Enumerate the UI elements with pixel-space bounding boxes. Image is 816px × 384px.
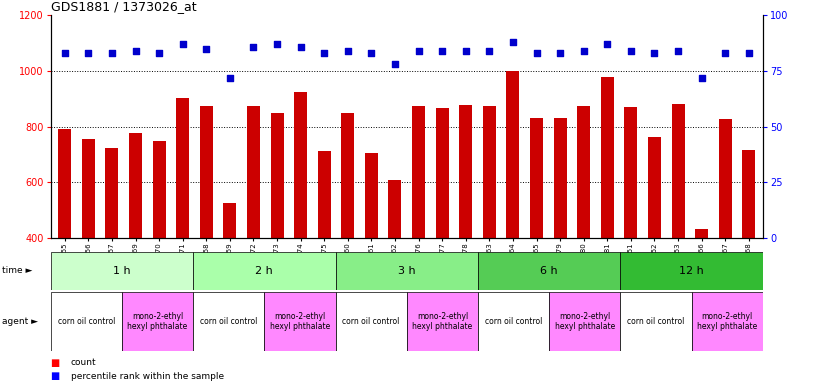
Bar — [51, 292, 122, 351]
Bar — [648, 137, 661, 349]
Text: corn oil control: corn oil control — [628, 317, 685, 326]
Point — [530, 50, 543, 56]
Point — [507, 39, 520, 45]
Bar — [743, 150, 756, 349]
Point — [719, 50, 732, 56]
Bar — [507, 71, 520, 349]
Bar — [193, 292, 264, 351]
Bar — [601, 77, 614, 349]
Bar — [549, 292, 620, 351]
Point — [365, 50, 378, 56]
Text: corn oil control: corn oil control — [200, 317, 257, 326]
Text: 12 h: 12 h — [680, 266, 704, 276]
Point — [695, 74, 708, 81]
Text: ■: ■ — [51, 371, 60, 381]
Bar — [122, 292, 193, 351]
Point — [176, 41, 189, 47]
Text: corn oil control: corn oil control — [57, 317, 115, 326]
Point — [648, 50, 661, 56]
Bar — [176, 98, 189, 349]
Point — [412, 48, 425, 54]
Point — [58, 50, 71, 56]
Point — [200, 46, 213, 52]
Bar — [695, 230, 708, 349]
Text: corn oil control: corn oil control — [343, 317, 400, 326]
Point — [743, 50, 756, 56]
Text: 2 h: 2 h — [255, 266, 273, 276]
Bar — [620, 292, 692, 351]
Text: mono-2-ethyl
hexyl phthalate: mono-2-ethyl hexyl phthalate — [555, 312, 615, 331]
Bar — [412, 106, 425, 349]
Point — [271, 41, 284, 47]
Bar — [577, 106, 590, 349]
Bar — [341, 113, 354, 349]
Text: percentile rank within the sample: percentile rank within the sample — [71, 372, 224, 381]
Bar — [335, 252, 478, 290]
Text: GDS1881 / 1373026_at: GDS1881 / 1373026_at — [51, 0, 196, 13]
Bar — [58, 129, 71, 349]
Point — [341, 48, 354, 54]
Text: mono-2-ethyl
hexyl phthalate: mono-2-ethyl hexyl phthalate — [270, 312, 330, 331]
Point — [82, 50, 95, 56]
Point — [459, 48, 472, 54]
Point — [577, 48, 590, 54]
Bar — [436, 108, 449, 349]
Bar — [388, 180, 401, 349]
Bar — [105, 148, 118, 349]
Bar — [692, 292, 763, 351]
Bar — [294, 92, 307, 349]
Bar — [153, 141, 166, 349]
Bar — [620, 252, 763, 290]
Text: mono-2-ethyl
hexyl phthalate: mono-2-ethyl hexyl phthalate — [127, 312, 188, 331]
Text: corn oil control: corn oil control — [485, 317, 543, 326]
Point — [129, 48, 142, 54]
Point — [105, 50, 118, 56]
Point — [553, 50, 566, 56]
Text: 6 h: 6 h — [540, 266, 558, 276]
Bar — [224, 203, 237, 349]
Bar — [719, 119, 732, 349]
Point — [247, 43, 260, 50]
Bar — [271, 113, 283, 349]
Point — [601, 41, 614, 47]
Bar — [478, 292, 549, 351]
Bar — [624, 107, 637, 349]
Bar — [317, 151, 330, 349]
Point — [317, 50, 330, 56]
Point — [436, 48, 449, 54]
Bar — [553, 118, 566, 349]
Text: 3 h: 3 h — [398, 266, 415, 276]
Bar — [365, 152, 378, 349]
Text: time ►: time ► — [2, 266, 32, 275]
Bar — [51, 252, 193, 290]
Bar — [335, 292, 407, 351]
Bar — [200, 106, 213, 349]
Point — [224, 74, 237, 81]
Bar — [129, 133, 142, 349]
Text: ■: ■ — [51, 358, 60, 368]
Bar — [82, 139, 95, 349]
Point — [624, 48, 637, 54]
Bar — [672, 104, 685, 349]
Text: count: count — [71, 358, 96, 367]
Point — [483, 48, 496, 54]
Point — [388, 61, 401, 68]
Bar — [478, 252, 620, 290]
Bar — [483, 106, 496, 349]
Text: agent ►: agent ► — [2, 317, 38, 326]
Point — [672, 48, 685, 54]
Point — [294, 43, 307, 50]
Bar — [193, 252, 335, 290]
Bar — [406, 292, 478, 351]
Bar — [530, 118, 543, 349]
Text: 1 h: 1 h — [113, 266, 131, 276]
Point — [153, 50, 166, 56]
Bar — [459, 105, 472, 349]
Bar — [247, 106, 260, 349]
Bar — [264, 292, 335, 351]
Text: mono-2-ethyl
hexyl phthalate: mono-2-ethyl hexyl phthalate — [697, 312, 757, 331]
Text: mono-2-ethyl
hexyl phthalate: mono-2-ethyl hexyl phthalate — [412, 312, 472, 331]
